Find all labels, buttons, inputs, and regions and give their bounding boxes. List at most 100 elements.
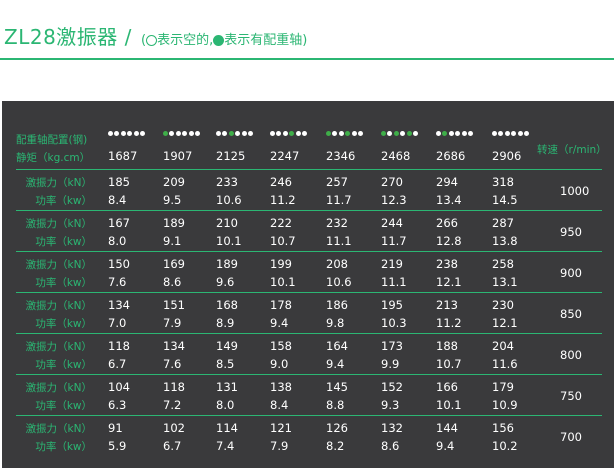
force-value: 173 [381,339,403,353]
torque-value: 1907 [163,149,193,163]
force-value: 164 [326,339,348,353]
filled-circle-icon [213,35,225,46]
filled-circle-icon [295,131,301,136]
filled-circle-icon [241,131,247,136]
table-row: 激振力（kN） 功率（kw） 185 209 233 246 257 270 294 318 8.4… [2,169,614,210]
force-value: 294 [436,175,458,189]
table-row: 激振力（kN） 功率（kw） 150 169 189 199 208 219 238 258 7.6… [2,251,614,292]
speed-value: 950 [560,225,582,239]
force-value: 222 [270,216,292,230]
counterweight-config-dots [326,131,372,141]
counterweight-config-dots [381,131,427,141]
filled-circle-icon [188,131,194,136]
force-value: 138 [270,380,292,394]
power-value: 11.2 [436,316,462,330]
power-value: 11.1 [381,275,407,289]
empty-circle-icon [146,35,158,46]
torque-header-label: 静矩（kg.cm） [16,152,91,164]
force-value: 208 [326,257,348,271]
filled-circle-icon [301,131,307,136]
table-row: 激振力（kN） 功率（kw） 118 134 149 158 164 173 188 204 6.7… [2,333,614,374]
filled-circle-icon [194,131,200,136]
force-value: 189 [216,257,238,271]
force-value: 131 [216,380,238,394]
power-value: 7.4 [216,439,235,453]
filled-circle-icon [182,131,188,136]
speed-value: 850 [560,307,582,321]
force-value: 213 [436,298,458,312]
power-label: 功率（kw） [35,195,92,207]
filled-circle-icon [351,131,357,136]
empty-circle-icon [393,131,399,136]
row-divider [16,210,602,211]
power-value: 8.2 [326,439,345,453]
force-value: 169 [163,257,185,271]
filled-circle-icon [357,131,363,136]
power-value: 13.4 [436,193,462,207]
force-value: 232 [326,216,348,230]
filled-circle-icon [175,131,181,136]
force-value: 121 [270,421,292,435]
force-label: 激振力（kN） [25,341,92,353]
force-value: 238 [436,257,458,271]
filled-circle-icon [523,131,529,136]
force-value: 230 [492,298,514,312]
force-value: 152 [381,380,403,394]
filled-circle-icon [436,131,441,136]
force-value: 151 [163,298,185,312]
power-value: 6.3 [108,398,127,412]
force-value: 195 [381,298,403,312]
filled-circle-icon [270,131,275,136]
force-value: 189 [163,216,185,230]
table-row: 激振力（kN） 功率（kw） 91 102 114 121 126 132 144 156 5.9 6… [2,415,614,456]
force-value: 144 [436,421,458,435]
filled-circle-icon [517,131,523,136]
power-value: 8.6 [381,439,400,453]
force-value: 258 [492,257,514,271]
force-value: 156 [492,421,514,435]
force-value: 188 [436,339,458,353]
force-value: 166 [436,380,458,394]
power-value: 10.7 [436,357,462,371]
power-value: 10.1 [270,275,296,289]
filled-circle-icon [139,131,145,136]
filled-circle-icon [235,131,241,136]
power-value: 8.0 [216,398,235,412]
row-divider [16,374,602,375]
power-value: 7.6 [163,357,182,371]
power-value: 11.1 [326,234,352,248]
force-label: 激振力（kN） [25,259,92,271]
empty-circle-icon [345,131,351,136]
table-row: 激振力（kN） 功率（kw） 167 189 210 222 232 244 266 287 8.0… [2,210,614,251]
counterweight-config-dots [436,131,482,141]
power-value: 10.6 [216,193,242,207]
force-value: 179 [492,380,514,394]
power-value: 12.1 [436,275,462,289]
power-label: 功率（kw） [35,400,92,412]
power-value: 7.9 [163,316,182,330]
legend-empty-text: 表示空的, [157,33,214,48]
legend-open-paren: ( [140,33,147,48]
force-value: 219 [381,257,403,271]
force-value: 209 [163,175,185,189]
filled-circle-icon [247,131,253,136]
power-value: 11.2 [270,193,296,207]
force-value: 287 [492,216,514,230]
filled-circle-icon [448,131,454,136]
power-value: 11.7 [326,193,352,207]
force-value: 204 [492,339,514,353]
force-value: 167 [108,216,130,230]
counterweight-config-dots [492,131,538,141]
power-value: 8.5 [216,357,235,371]
torque-value: 2468 [381,149,411,163]
spec-table: 配重轴配置(钢) 静矩（kg.cm） 转速（r/min） 1687 1907 212… [2,101,614,468]
power-value: 12.3 [381,193,407,207]
filled-circle-icon [492,131,497,136]
filled-circle-icon [387,131,393,136]
force-value: 185 [108,175,130,189]
power-value: 8.0 [108,234,127,248]
force-value: 246 [270,175,292,189]
counterweight-config-dots [108,131,154,141]
force-label: 激振力（kN） [25,382,92,394]
counterweight-config-dots [270,131,316,141]
